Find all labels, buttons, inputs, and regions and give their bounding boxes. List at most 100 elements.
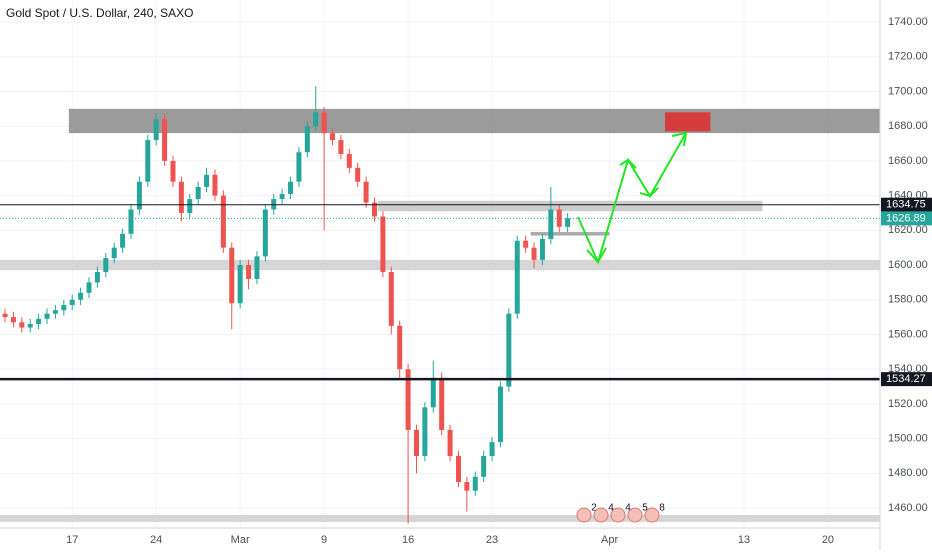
- y-tick-label: 1700.00: [888, 85, 928, 97]
- candle-body: [380, 216, 386, 272]
- candle-body: [170, 160, 176, 182]
- event-marker: [644, 507, 660, 523]
- y-tick-label: 1560.00: [888, 328, 928, 340]
- candle-body: [94, 271, 100, 283]
- event-marker: [576, 507, 592, 523]
- y-tick-label: 1500.00: [888, 433, 928, 445]
- candle-body: [422, 407, 428, 456]
- event-label: 8: [659, 503, 665, 514]
- event-label: 5: [642, 503, 648, 514]
- candle-body: [548, 209, 554, 240]
- price-lines: [0, 204, 880, 381]
- event-label: 4: [608, 503, 614, 514]
- candle-body: [19, 322, 25, 328]
- candle-body: [111, 247, 117, 259]
- event-marker: [610, 507, 626, 523]
- arrow-head: [671, 131, 688, 147]
- candles: [2, 86, 571, 524]
- zone: [530, 232, 610, 236]
- x-tick-label: 13: [738, 534, 750, 546]
- candle-body: [304, 126, 310, 153]
- x-tick-label: Mar: [231, 534, 250, 546]
- price-tag-label: 1626.89: [886, 212, 926, 224]
- candle-body: [10, 317, 16, 323]
- candle-body: [455, 455, 461, 483]
- y-tick-label: 1620.00: [888, 224, 928, 236]
- candle-body: [195, 186, 201, 200]
- x-tick-label: 9: [321, 534, 327, 546]
- candle-body: [296, 152, 302, 182]
- candle-body: [372, 202, 378, 217]
- candle-body: [321, 112, 327, 134]
- candle-body: [497, 386, 503, 443]
- candle-body: [254, 256, 260, 279]
- candle-body: [514, 240, 520, 314]
- candle-body: [439, 377, 445, 430]
- candle-body: [279, 193, 285, 200]
- zones: [0, 108, 880, 522]
- candle-body: [61, 304, 67, 311]
- x-tick-label: 16: [402, 534, 414, 546]
- candle-body: [363, 181, 369, 203]
- x-tick-label: 24: [150, 534, 162, 546]
- candle-body: [330, 133, 336, 141]
- y-tick-label: 1540.00: [888, 363, 928, 375]
- zone: [0, 259, 880, 271]
- y-tick-label: 1580.00: [888, 294, 928, 306]
- candle-body: [430, 377, 436, 408]
- candle-body: [338, 140, 344, 154]
- candle-body: [346, 153, 352, 168]
- price-tag: [881, 372, 932, 387]
- candle-body: [481, 455, 487, 477]
- candle-body: [489, 442, 495, 456]
- zone: [665, 112, 711, 132]
- candle-body: [103, 258, 109, 272]
- candle-body: [2, 313, 8, 318]
- candle-body: [136, 181, 142, 210]
- price-tag: [881, 197, 932, 212]
- candle-body: [229, 247, 235, 304]
- candle-body: [556, 209, 562, 227]
- y-tick-label: 1720.00: [888, 51, 928, 63]
- event-label: 2: [591, 503, 597, 514]
- y-tick-label: 1460.00: [888, 502, 928, 514]
- candle-body: [388, 271, 394, 326]
- candle-body: [153, 119, 159, 141]
- candle-body: [539, 239, 545, 260]
- candle-body: [162, 119, 168, 161]
- candle-body: [355, 167, 361, 182]
- event-marker: [627, 507, 643, 523]
- zone: [377, 200, 763, 212]
- candle-body: [313, 112, 319, 127]
- candle-body: [220, 195, 226, 248]
- candle-body: [237, 265, 243, 304]
- candle-body: [262, 209, 268, 257]
- candle-body: [145, 140, 151, 182]
- candle-body: [36, 318, 42, 325]
- candle-body: [413, 429, 419, 456]
- candle-body: [204, 174, 210, 187]
- candle-body: [78, 292, 84, 300]
- y-tick-label: 1600.00: [888, 259, 928, 271]
- zone: [0, 514, 880, 522]
- price-tag-label: 1534.27: [886, 373, 926, 385]
- event-label: 4: [625, 503, 631, 514]
- candle-body: [69, 299, 75, 305]
- candle-body: [397, 325, 403, 370]
- candle-body: [128, 209, 134, 234]
- candle-body: [531, 247, 537, 260]
- y-tick-label: 1520.00: [888, 398, 928, 410]
- candle-body: [52, 310, 58, 314]
- candle-body: [246, 265, 252, 279]
- x-tick-label: Apr: [601, 534, 618, 546]
- candle-body: [44, 313, 50, 319]
- zone: [68, 108, 880, 134]
- arrow-head: [639, 187, 659, 198]
- candle-body: [288, 181, 294, 194]
- candle-body: [86, 282, 92, 293]
- candle-body: [120, 233, 126, 248]
- event-marker: [593, 507, 609, 523]
- price-tag-label: 1634.75: [886, 199, 926, 211]
